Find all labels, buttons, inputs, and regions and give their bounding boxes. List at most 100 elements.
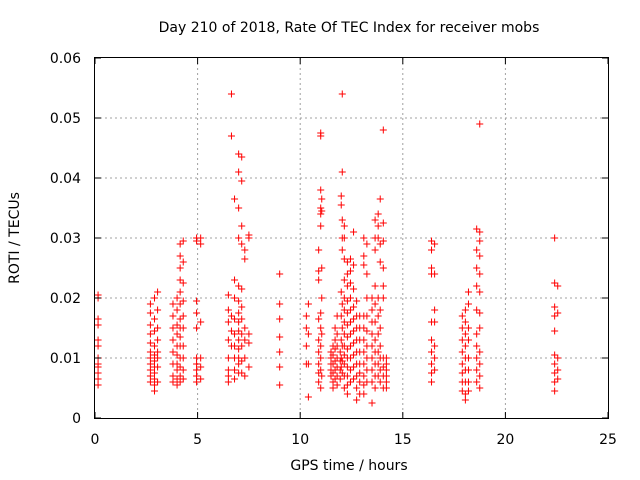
- data-point: [382, 354, 390, 362]
- data-point: [276, 270, 284, 278]
- data-point: [146, 348, 154, 356]
- data-point: [176, 315, 184, 323]
- data-point: [176, 372, 184, 380]
- data-point: [360, 324, 368, 332]
- data-point: [473, 330, 481, 338]
- data-point: [353, 297, 361, 305]
- y-tick-label: 0.01: [50, 351, 81, 367]
- data-point: [238, 285, 246, 293]
- data-point: [179, 354, 187, 362]
- data-point: [224, 318, 232, 326]
- data-point: [473, 282, 481, 290]
- data-point: [235, 150, 243, 158]
- data-point: [363, 327, 371, 335]
- data-point: [551, 378, 559, 386]
- data-point: [360, 390, 368, 398]
- data-point: [315, 360, 323, 368]
- data-point: [179, 342, 187, 350]
- data-point: [146, 309, 154, 317]
- data-point: [238, 369, 246, 377]
- data-point: [340, 330, 348, 338]
- data-point: [428, 336, 436, 344]
- data-point: [193, 372, 201, 380]
- data-point: [318, 330, 326, 338]
- data-points-layer: [94, 90, 562, 407]
- data-point: [231, 195, 239, 203]
- data-point: [238, 357, 246, 365]
- data-point: [346, 366, 354, 374]
- data-point: [346, 318, 354, 326]
- data-point: [238, 342, 246, 350]
- data-point: [337, 354, 345, 362]
- data-point: [337, 336, 345, 344]
- data-point: [376, 306, 384, 314]
- data-point: [346, 294, 354, 302]
- data-point: [317, 366, 325, 374]
- data-point: [238, 222, 246, 230]
- data-point: [368, 354, 376, 362]
- data-point: [238, 315, 246, 323]
- data-point: [368, 294, 376, 302]
- data-point: [371, 300, 379, 308]
- data-point: [317, 342, 325, 350]
- data-point: [338, 168, 346, 176]
- x-tick-label: 20: [496, 432, 514, 448]
- data-point: [368, 306, 376, 314]
- data-point: [551, 303, 559, 311]
- data-point: [458, 336, 466, 344]
- data-point: [318, 372, 326, 380]
- data-point: [146, 378, 154, 386]
- data-point: [551, 327, 559, 335]
- data-point: [368, 378, 376, 386]
- data-point: [94, 369, 102, 377]
- data-point: [176, 264, 184, 272]
- data-point: [317, 384, 325, 392]
- data-point: [337, 201, 345, 209]
- data-point: [476, 384, 484, 392]
- data-point: [473, 342, 481, 350]
- data-point: [333, 372, 341, 380]
- data-point: [336, 375, 344, 383]
- data-point: [476, 288, 484, 296]
- data-point: [317, 186, 325, 194]
- data-point: [379, 237, 387, 245]
- y-tick-label: 0: [72, 411, 81, 427]
- data-point: [169, 378, 177, 386]
- data-point: [235, 297, 243, 305]
- data-point: [458, 387, 466, 395]
- data-point: [343, 372, 351, 380]
- data-point: [343, 321, 351, 329]
- data-point: [458, 360, 466, 368]
- data-point: [464, 366, 472, 374]
- data-point: [94, 342, 102, 350]
- data-point: [350, 228, 358, 236]
- data-point: [374, 360, 382, 368]
- y-tick-label: 0.02: [50, 291, 81, 307]
- x-tick-label: 0: [91, 432, 100, 448]
- data-point: [333, 381, 341, 389]
- data-point: [464, 378, 472, 386]
- data-point: [179, 297, 187, 305]
- data-point: [245, 330, 253, 338]
- data-point: [464, 354, 472, 362]
- data-point: [317, 222, 325, 230]
- data-point: [179, 237, 187, 245]
- data-point: [146, 366, 154, 374]
- data-point: [154, 336, 162, 344]
- data-point: [315, 246, 323, 254]
- data-point: [193, 309, 201, 317]
- data-point: [317, 324, 325, 332]
- data-point: [458, 348, 466, 356]
- data-point: [374, 330, 382, 338]
- data-point: [476, 120, 484, 128]
- data-point: [360, 252, 368, 260]
- data-point: [461, 306, 469, 314]
- data-point: [551, 351, 559, 359]
- data-point: [340, 234, 348, 242]
- data-point: [379, 282, 387, 290]
- data-point: [473, 378, 481, 386]
- data-point: [376, 366, 384, 374]
- data-point: [318, 294, 326, 302]
- data-point: [304, 393, 312, 401]
- data-point: [238, 330, 246, 338]
